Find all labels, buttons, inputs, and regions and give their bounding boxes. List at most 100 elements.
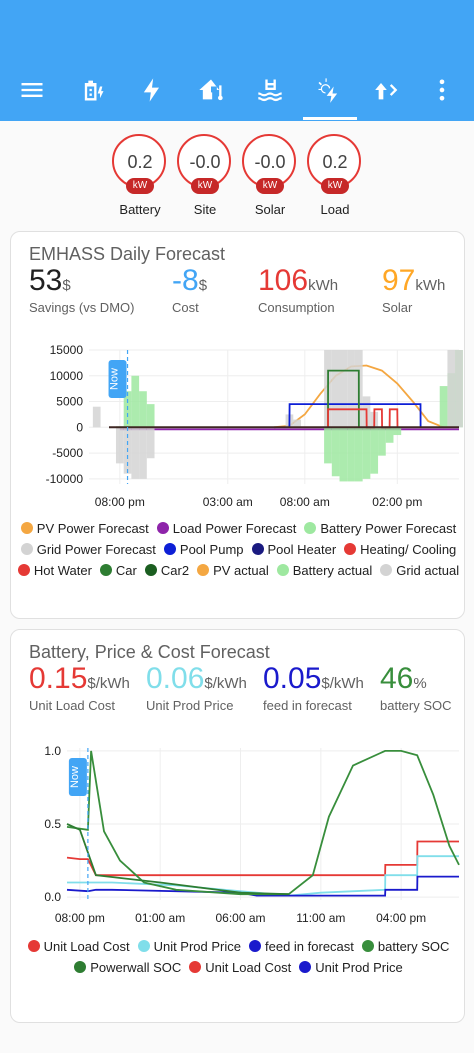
gauge-solar[interactable]: -0.0 kW Solar xyxy=(240,132,300,218)
legend-item[interactable]: PV Power Forecast xyxy=(20,518,149,539)
gauge-site[interactable]: -0.0 kW Site xyxy=(175,132,235,218)
tab-home-climate[interactable] xyxy=(188,68,234,112)
home-thermometer-icon xyxy=(199,79,223,101)
stat-value: 0.05 xyxy=(263,662,322,695)
gauge-label: Site xyxy=(193,202,217,217)
legend-item[interactable]: Battery actual xyxy=(276,560,372,581)
forecast-card: EMHASS Daily Forecast 53$ Savings (vs DM… xyxy=(10,231,465,619)
price-forecast-chart[interactable]: 1.0 0.5 0.0 08:00 pm 01:00 am 06:00 am 11:00 a… xyxy=(11,730,466,940)
x-tick-label: 01:00 am xyxy=(135,911,185,925)
legend-item[interactable]: Unit Prod Price xyxy=(137,936,241,957)
y-tick-label: 1.0 xyxy=(44,744,61,758)
legend-swatch xyxy=(380,564,393,576)
legend-label: Pool Heater xyxy=(267,542,337,557)
legend-swatch xyxy=(189,961,202,973)
stat-battery-soc[interactable]: 46% battery SOC xyxy=(380,662,452,713)
stat-value: 97 xyxy=(382,264,416,297)
bar xyxy=(331,350,340,428)
tab-forward[interactable] xyxy=(365,68,411,112)
legend-item[interactable]: Heating/ Cooling xyxy=(344,539,456,560)
stat-label: Unit Prod Price xyxy=(146,698,234,713)
stat-unit: $ xyxy=(198,277,208,294)
stat-value: 0.15 xyxy=(29,662,88,695)
legend-item[interactable]: Car2 xyxy=(144,560,189,581)
stat-unit-prod-price[interactable]: 0.06$/kWh Unit Prod Price xyxy=(146,662,247,713)
tab-battery[interactable] xyxy=(70,68,116,112)
legend-item[interactable]: Grid actual xyxy=(380,560,459,581)
legend-swatch xyxy=(74,961,87,973)
legend-item[interactable]: Load Power Forecast xyxy=(156,518,297,539)
stat-solar[interactable]: 97kWh Solar xyxy=(382,264,445,315)
card-title: Battery, Price & Cost Forecast xyxy=(29,642,270,662)
stat-unit: $/kWh xyxy=(204,675,247,692)
stat-unit-load-cost[interactable]: 0.15$/kWh Unit Load Cost xyxy=(29,662,130,713)
y-tick-label: 0 xyxy=(76,420,83,434)
gauge-battery[interactable]: 0.2 kW Battery xyxy=(110,132,170,218)
stat-cost[interactable]: -8$ Cost xyxy=(172,264,207,315)
tab-energy[interactable] xyxy=(129,68,175,112)
legend-label: Pool Pump xyxy=(179,542,244,557)
legend-item[interactable]: Unit Load Cost xyxy=(189,957,291,978)
active-tab-indicator xyxy=(303,117,357,120)
legend-item[interactable]: Unit Prod Price xyxy=(299,957,403,978)
bar xyxy=(331,427,340,477)
bar xyxy=(92,406,101,428)
stat-value: 53 xyxy=(29,264,63,297)
legend-swatch xyxy=(344,543,357,555)
legend-swatch xyxy=(156,522,169,534)
bar xyxy=(146,427,155,459)
legend-item[interactable]: feed in forecast xyxy=(249,936,354,957)
legend-item[interactable]: Grid Power Forecast xyxy=(20,539,156,560)
bar xyxy=(378,427,386,456)
legend-swatch xyxy=(251,543,264,555)
x-tick-label: 08:00 pm xyxy=(95,495,145,509)
gauge-load[interactable]: 0.2 kW Load xyxy=(305,132,365,218)
bar xyxy=(362,427,371,479)
legend-item[interactable]: Car xyxy=(99,560,137,581)
gauge-value: 0.2 xyxy=(322,152,348,172)
gauge-unit-badge: kW xyxy=(191,178,219,194)
top-app-bar xyxy=(0,0,474,121)
legend-item[interactable]: Powerwall SOC xyxy=(74,957,181,978)
legend-item[interactable]: Unit Load Cost xyxy=(27,936,130,957)
menu-button[interactable] xyxy=(9,68,55,112)
y-tick-label: 15000 xyxy=(50,343,84,357)
stat-label: Cost xyxy=(172,300,199,315)
legend-label: Load Power Forecast xyxy=(172,521,297,536)
more-options-button[interactable] xyxy=(419,68,465,112)
now-label: Now xyxy=(109,368,121,390)
pool-icon xyxy=(258,79,282,102)
legend-label: feed in forecast xyxy=(265,939,354,954)
stat-value: -8 xyxy=(172,264,199,297)
bar xyxy=(139,427,147,479)
legend-item[interactable]: Hot Water xyxy=(17,560,92,581)
bar xyxy=(146,404,155,428)
legend-item[interactable]: PV actual xyxy=(197,560,269,581)
legend-item[interactable]: Pool Pump xyxy=(163,539,244,560)
power-forecast-chart[interactable]: 15000 10000 5000 0 -5000 -10000 08:00 pm 03:00 … xyxy=(11,332,466,520)
tab-weather-power[interactable] xyxy=(306,68,352,112)
stat-feed-in[interactable]: 0.05$/kWh feed in forecast xyxy=(263,662,364,713)
x-tick-label: 02:00 pm xyxy=(372,495,422,509)
tab-pool[interactable] xyxy=(247,68,293,112)
legend-label: Heating/ Cooling xyxy=(360,542,457,557)
stat-unit: % xyxy=(413,675,427,692)
series-line xyxy=(327,369,360,428)
bar xyxy=(439,386,448,428)
series-line xyxy=(66,749,460,896)
legend-swatch xyxy=(99,564,112,576)
gauge-unit-badge: kW xyxy=(321,178,349,194)
stat-savings[interactable]: 53$ Savings (vs DMO) xyxy=(29,264,134,315)
series-line xyxy=(288,403,422,428)
stat-value: 0.06 xyxy=(146,662,205,695)
legend-item[interactable]: battery SOC xyxy=(361,936,449,957)
bar xyxy=(139,391,147,428)
stat-label: Savings (vs DMO) xyxy=(29,300,135,315)
now-badge xyxy=(68,758,87,796)
stat-consumption[interactable]: 106kWh Consumption xyxy=(258,264,338,315)
legend-item[interactable]: Pool Heater xyxy=(251,539,337,560)
bar xyxy=(447,350,456,428)
legend-swatch xyxy=(137,940,150,952)
legend-item[interactable]: Battery Power Forecast xyxy=(304,518,456,539)
x-tick-label: 08:00 am xyxy=(280,495,330,509)
